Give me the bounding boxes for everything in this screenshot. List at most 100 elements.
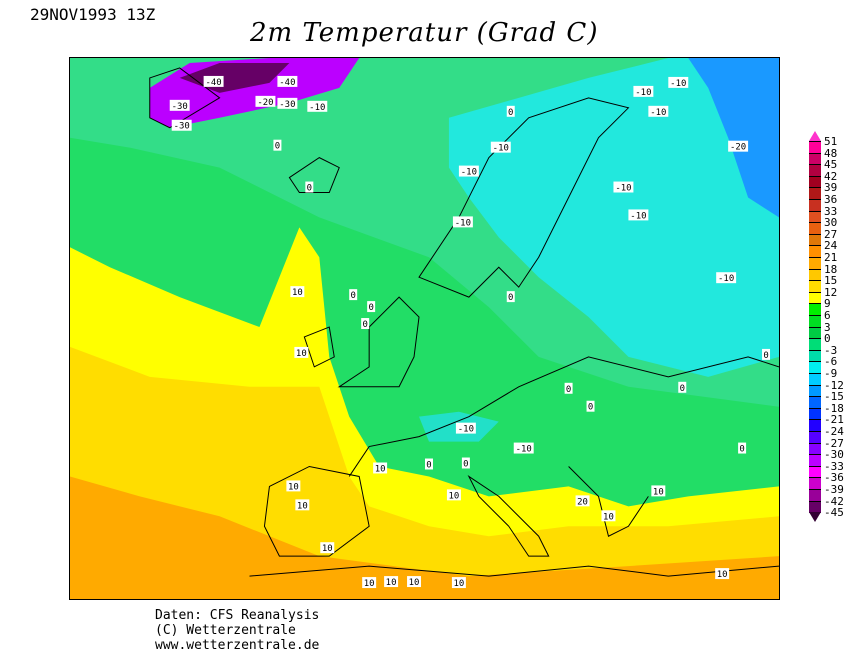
legend-bin [809, 326, 821, 340]
contour-label-bg [290, 286, 305, 298]
legend-tick-label: 36 [824, 193, 838, 206]
contour-label: 10 [453, 579, 464, 589]
contour-label-bg [307, 100, 328, 112]
contour-label: -10 [650, 108, 666, 118]
contour-label: 10 [288, 482, 299, 492]
contour-label: -10 [718, 274, 734, 284]
contour-label-bg [564, 382, 573, 394]
legend-min-arrow [809, 512, 821, 523]
field-cold-scandinavia-russia [448, 58, 779, 377]
legend-tick-label: -9 [824, 367, 838, 380]
legend-tick-label: -45 [824, 506, 844, 520]
legend-bin [809, 280, 821, 293]
contour-label-bg [716, 272, 737, 284]
legend-tick-label: 42 [824, 169, 838, 183]
contour-label: -30 [172, 102, 188, 112]
map-title: 2m Temperatur (Grad C) [250, 18, 599, 48]
contour-label: -10 [630, 211, 646, 221]
contour-label: 0 [680, 384, 685, 394]
contour-label-bg [305, 181, 314, 193]
contour-label: -10 [516, 445, 532, 455]
contour-label-bg [678, 381, 687, 393]
legend-tick-label: 0 [824, 332, 831, 346]
contour-label: -10 [493, 144, 509, 154]
legend-bin [809, 454, 821, 467]
contour-label-bg [320, 542, 335, 554]
contour-label: -20 [257, 98, 273, 108]
legend-tick-label: 51 [824, 135, 838, 148]
contour-label: -10 [309, 103, 325, 113]
contour-label-bg [668, 76, 689, 88]
legend-tick-label: 12 [824, 285, 838, 299]
contour-label-bg [506, 105, 515, 117]
contour-label: 0 [508, 293, 513, 303]
legend-tick-label: 48 [824, 146, 838, 160]
contour-label: 10 [296, 349, 307, 359]
contour-label-bg [728, 140, 749, 152]
legend-tick-label: -36 [824, 471, 844, 485]
legend-bin [809, 384, 821, 398]
contour-labels: -40 -40-30-30-20 -30 -1000-10-10-10-10-10-1… [169, 75, 771, 589]
contour-label-bg [384, 576, 399, 588]
legend-max-arrow [809, 131, 821, 141]
contour-label: -40 [205, 78, 221, 88]
legend-tick-label: -27 [824, 436, 844, 450]
legend-tick-label: -24 [824, 425, 844, 438]
contour-label-bg [452, 216, 473, 228]
legend-tick-label: -3 [824, 343, 838, 357]
legend-tick-label: 6 [824, 309, 831, 322]
legend-bin [809, 431, 821, 444]
contour-label: 0 [739, 445, 744, 455]
contour-label: 0 [307, 184, 312, 194]
contour-label-bg [446, 489, 461, 501]
contour-label-bg [349, 289, 358, 301]
legend-bin [809, 349, 821, 363]
contour-label: 0 [763, 351, 768, 361]
contour-label-bg [715, 568, 730, 580]
contour-label-bg [458, 165, 479, 177]
credit-copyright: (C) Wetterzentrale [155, 623, 296, 638]
contour-label-bg [171, 119, 192, 131]
contour-label-bg [367, 301, 376, 313]
contour-label: -20 [730, 143, 746, 153]
contour-label: -30 [279, 100, 295, 110]
contour-label-bg [273, 139, 282, 151]
legend-bin [809, 361, 821, 374]
legend-bin [809, 210, 821, 224]
contour-label-bg [203, 75, 224, 87]
legend-bin [809, 303, 821, 316]
legend-bin [809, 222, 821, 235]
contour-label: -10 [458, 425, 474, 435]
credit-website[interactable]: www.wetterzentrale.de [155, 638, 320, 653]
legend-bin [809, 338, 821, 351]
legend-bin [809, 175, 821, 189]
legend-bin [809, 233, 821, 247]
legend-tick-label: 33 [824, 204, 838, 218]
legend-tick-label: -30 [824, 448, 844, 462]
legend-bin [809, 141, 821, 154]
field-very-cold-northeast [688, 58, 779, 218]
coastlines [149, 67, 779, 577]
contour-label-bg [373, 462, 388, 474]
legend-bin [809, 419, 821, 432]
legend-tick-label: 18 [824, 262, 838, 276]
legend-bin [809, 291, 821, 305]
contour-label-bg [286, 480, 301, 492]
contour-label-bg [586, 400, 595, 412]
contour-label: 10 [449, 491, 460, 501]
legend-bin [809, 489, 821, 502]
legend-bin [809, 315, 821, 328]
legend-tick-label: 15 [824, 274, 838, 288]
contour-label: 10 [409, 578, 420, 588]
legend-bin [809, 442, 821, 456]
contour-label-bg [628, 209, 649, 221]
contour-label: 10 [322, 544, 333, 554]
contour-label-bg [601, 510, 616, 522]
legend-tick-label: -39 [824, 483, 844, 496]
contour-label: 10 [717, 570, 728, 580]
contour-label-bg [361, 318, 370, 329]
legend-bin [809, 500, 821, 514]
legend-tick-label: -42 [824, 494, 844, 508]
contour-label-bg [169, 99, 190, 111]
contour-label-bg [295, 499, 310, 511]
